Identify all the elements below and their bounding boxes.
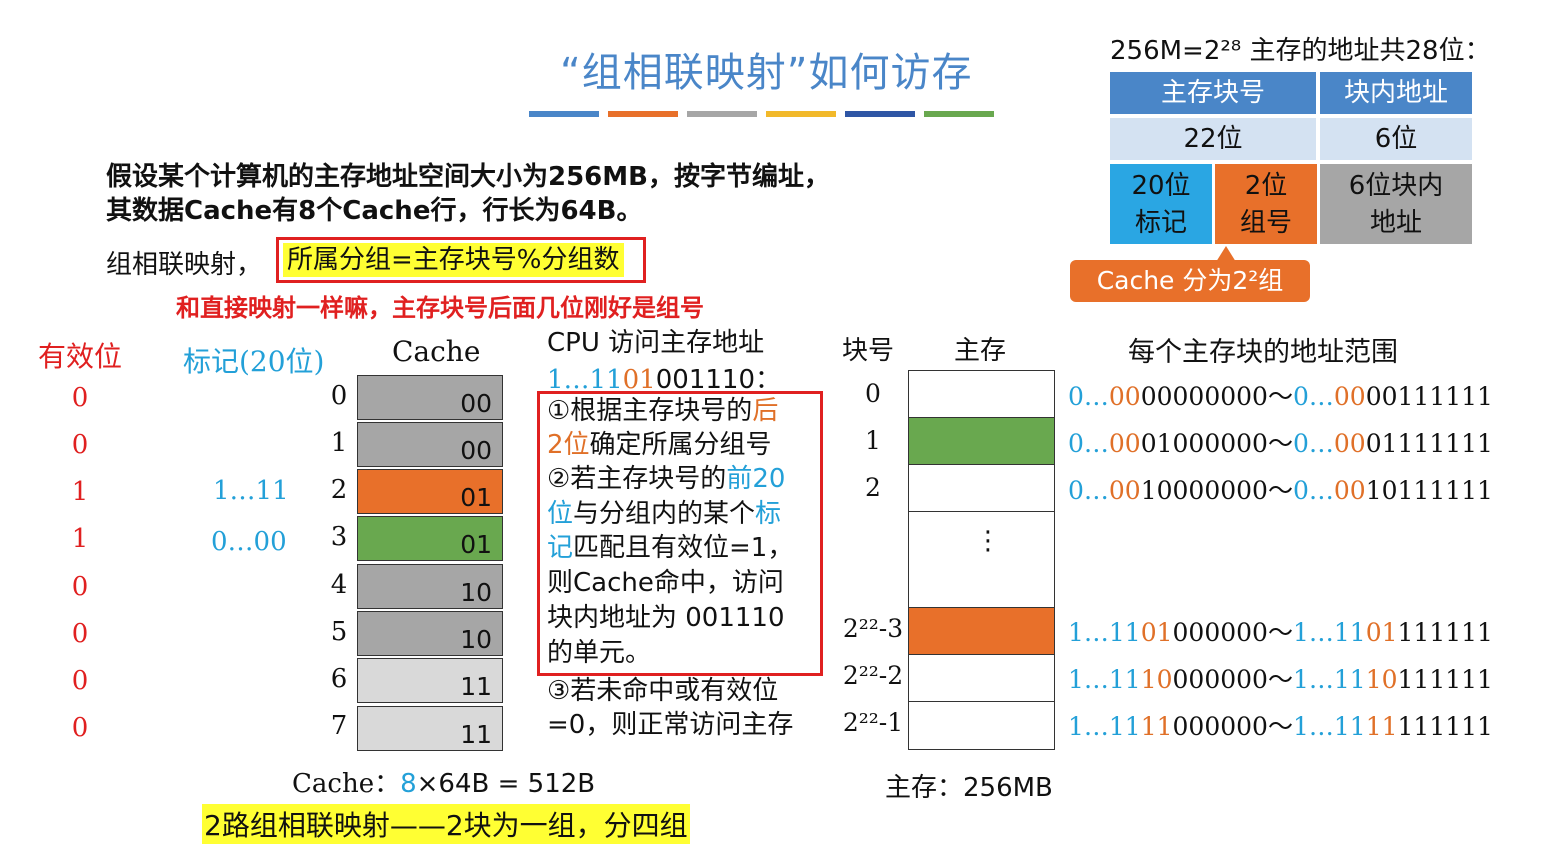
memory-block bbox=[908, 464, 1055, 512]
step-line: ③若未命中或有效位 bbox=[547, 676, 779, 706]
title-bar-gray bbox=[687, 111, 757, 117]
address-range-header: 每个主存块的地址范围 bbox=[1128, 337, 1398, 368]
memory-block bbox=[908, 370, 1055, 418]
cache-row-number: 3 bbox=[330, 522, 348, 552]
main-memory-header: 主存 bbox=[954, 336, 1007, 366]
title-bar-orange bbox=[608, 111, 678, 117]
cache-line: 11 bbox=[357, 706, 503, 751]
block-number: 1 bbox=[865, 426, 881, 455]
valid-bit: 0 bbox=[71, 713, 89, 743]
cpu-address: 1…1101001110： bbox=[547, 365, 781, 395]
slide-title: “组相联映射”如何访存 bbox=[560, 50, 973, 96]
cache-row-number: 0 bbox=[330, 381, 348, 411]
address-range-row: 0…0001000000～0…0001111111 bbox=[1068, 429, 1493, 458]
block-number-field-header: 主存块号 bbox=[1108, 70, 1318, 116]
cache-line: 01 bbox=[357, 516, 503, 561]
cache-row-number: 1 bbox=[330, 428, 348, 458]
valid-bit: 0 bbox=[71, 383, 89, 413]
tag-value: 0…00 bbox=[211, 527, 287, 557]
address-range-row: 1…1101000000～1…1101111111 bbox=[1068, 618, 1493, 647]
step-line: ②若主存块号的前20 bbox=[547, 464, 786, 494]
valid-bit: 0 bbox=[71, 430, 89, 460]
cache-header: Cache bbox=[392, 335, 481, 368]
valid-bit: 0 bbox=[71, 619, 89, 649]
block-number-header: 块号 bbox=[842, 336, 895, 366]
cache-line: 00 bbox=[357, 422, 503, 467]
cache-row-number: 7 bbox=[330, 711, 348, 741]
cache-row-number: 5 bbox=[330, 617, 348, 647]
memory-block bbox=[908, 654, 1055, 702]
memory-dots: ⋮ bbox=[975, 526, 1001, 556]
memory-block bbox=[908, 701, 1055, 750]
valid-bit: 0 bbox=[71, 572, 89, 602]
cache-line: 11 bbox=[357, 658, 503, 703]
ways-note: 2路组相联映射——2块为一组，分四组 bbox=[202, 804, 690, 844]
group-field: 2位 组号 bbox=[1213, 162, 1319, 246]
valid-bit: 0 bbox=[71, 666, 89, 696]
block-number: 0 bbox=[865, 379, 881, 408]
cache-size-caption: Cache：8×64B = 512B bbox=[292, 769, 596, 799]
valid-bit: 1 bbox=[71, 477, 89, 507]
tag-header: 标记(20位) bbox=[183, 345, 325, 378]
address-range-row: 0…0000000000～0…0000111111 bbox=[1068, 382, 1493, 411]
block-offset-field-header: 块内地址 bbox=[1318, 70, 1474, 116]
step-line: 记匹配且有效位=1， bbox=[547, 533, 794, 563]
step-line: 则Cache命中，访问 bbox=[547, 568, 784, 598]
memory-block bbox=[908, 607, 1055, 655]
title-bar-blue bbox=[529, 111, 599, 117]
cache-line: 10 bbox=[357, 611, 503, 656]
step-line: =0，则正常访问主存 bbox=[547, 710, 794, 740]
cache-line: 10 bbox=[357, 564, 503, 609]
block-number: 2²²-3 bbox=[842, 614, 904, 643]
cpu-access-title: CPU 访问主存地址 bbox=[547, 328, 765, 358]
cache-groups-callout: Cache 分为2²组 bbox=[1070, 260, 1310, 302]
block-number: 2 bbox=[865, 473, 881, 502]
cache-line: 00 bbox=[357, 375, 503, 420]
step-line: 2位确定所属分组号 bbox=[547, 430, 772, 460]
rule-formula: 所属分组=主存块号%分组数 bbox=[283, 243, 624, 277]
title-bar-green bbox=[924, 111, 994, 117]
block-number: 2²²-2 bbox=[842, 661, 904, 690]
rule-label: 组相联映射， bbox=[106, 250, 263, 280]
title-bar-yellow bbox=[766, 111, 836, 117]
valid-bit-header: 有效位 bbox=[38, 340, 123, 373]
memory-block bbox=[908, 417, 1055, 465]
steps-highlight-box bbox=[537, 391, 823, 676]
step-line: 的单元。 bbox=[547, 638, 652, 668]
callout-pointer bbox=[1216, 246, 1236, 262]
block-offset-width: 6位 bbox=[1318, 116, 1474, 162]
cache-row-number: 2 bbox=[330, 475, 348, 505]
address-range-row: 1…1111000000～1…1111111111 bbox=[1068, 712, 1493, 741]
step-line: 块内地址为 001110 bbox=[547, 603, 785, 633]
title-bar-navy bbox=[845, 111, 915, 117]
cache-line: 01 bbox=[357, 469, 503, 514]
problem-statement: 假设某个计算机的主存地址空间大小为256MB，按字节编址，其数据Cache有8个… bbox=[106, 162, 830, 226]
tag-field: 20位 标记 bbox=[1108, 162, 1214, 246]
step-line: 位与分组内的某个标 bbox=[547, 499, 782, 529]
address-range-row: 1…1110000000～1…1110111111 bbox=[1068, 665, 1493, 694]
red-note: 和直接映射一样嘛，主存块号后面几位刚好是组号 bbox=[176, 294, 704, 322]
step-line: ①根据主存块号的后 bbox=[547, 396, 779, 426]
tag-value: 1…11 bbox=[213, 476, 289, 506]
rule-highlight-box bbox=[276, 237, 646, 283]
valid-bit: 1 bbox=[71, 524, 89, 554]
address-format-title: 256M=2²⁸ 主存的地址共28位： bbox=[1110, 36, 1491, 66]
main-memory-caption: 主存：256MB bbox=[885, 773, 1053, 803]
address-range-row: 0…0010000000～0…0010111111 bbox=[1068, 476, 1493, 505]
block-number: 2²²-1 bbox=[842, 708, 904, 737]
cache-row-number: 4 bbox=[330, 570, 348, 600]
block-number-width: 22位 bbox=[1108, 116, 1318, 162]
cache-row-number: 6 bbox=[330, 664, 348, 694]
offset-field: 6位块内 地址 bbox=[1318, 162, 1474, 246]
